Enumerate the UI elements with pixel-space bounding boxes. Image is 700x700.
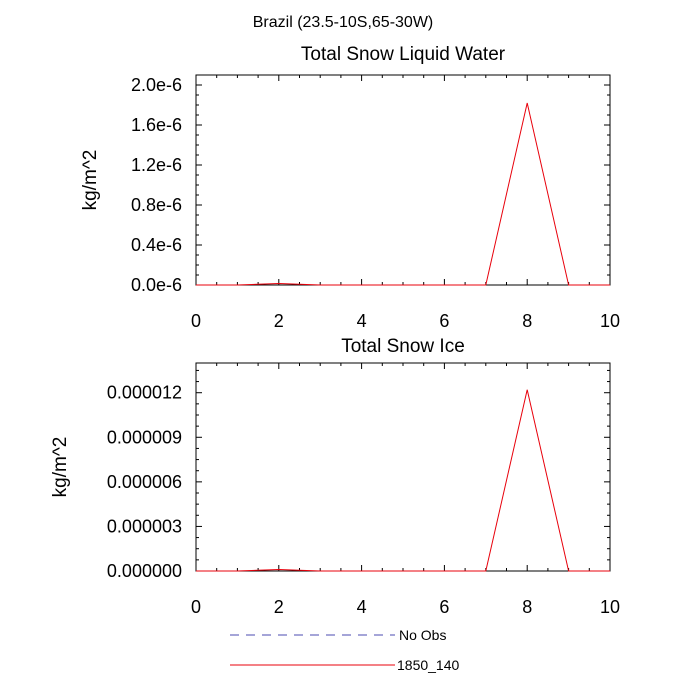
legend-label-no-obs: No Obs <box>399 627 446 643</box>
x-tick-label: 4 <box>357 311 367 331</box>
chart-panel-liquid-water: Total Snow Liquid Water kg/m^2 0 2 4 6 8 10 0.0e… <box>80 44 620 331</box>
y-tick-label: 0.4e-6 <box>131 235 182 255</box>
y-axis-label: kg/m^2 <box>50 437 71 498</box>
y-tick-label: 0.000000 <box>107 561 182 581</box>
figure-suptitle: Brazil (23.5-10S,65-30W) <box>253 14 434 31</box>
x-tick-label: 10 <box>600 311 620 331</box>
x-tick-label: 0 <box>191 597 201 617</box>
x-tick-label: 2 <box>274 597 284 617</box>
legend: No Obs 1850_140 <box>230 627 460 673</box>
series-line-1850-140 <box>196 389 610 572</box>
chart-title: Total Snow Liquid Water <box>301 44 506 65</box>
x-tick-label: 8 <box>522 597 532 617</box>
y-tick-label: 0.000009 <box>107 427 182 447</box>
x-tick-label: 8 <box>522 311 532 331</box>
x-tick-label: 10 <box>600 597 620 617</box>
x-tick-label: 4 <box>357 597 367 617</box>
y-tick-label: 2.0e-6 <box>131 75 182 95</box>
y-tick-label: 0.000012 <box>107 383 182 403</box>
series-line-1850-140 <box>196 102 610 286</box>
x-tick-label: 6 <box>439 597 449 617</box>
y-axis-label: kg/m^2 <box>80 150 101 211</box>
y-tick-label: 0.000003 <box>107 516 182 536</box>
plot-frame <box>195 362 611 572</box>
legend-label-1850-140: 1850_140 <box>397 657 460 673</box>
chart-title: Total Snow Ice <box>341 336 465 357</box>
x-tick-label: 6 <box>439 311 449 331</box>
y-tick-label: 0.8e-6 <box>131 195 182 215</box>
legend-entry-no-obs: No Obs <box>230 627 446 643</box>
chart-panel-snow-ice: Total Snow Ice kg/m^2 0 2 4 6 8 10 0.000000 0.000… <box>50 336 620 617</box>
y-tick-label: 0.000006 <box>107 472 182 492</box>
x-tick-label: 2 <box>274 311 284 331</box>
y-tick-label: 1.6e-6 <box>131 115 182 135</box>
x-tick-label: 0 <box>191 311 201 331</box>
y-tick-label: 0.0e-6 <box>131 275 182 295</box>
y-tick-label: 1.2e-6 <box>131 155 182 175</box>
plot-frame <box>195 74 611 286</box>
legend-entry-1850-140: 1850_140 <box>230 657 460 673</box>
